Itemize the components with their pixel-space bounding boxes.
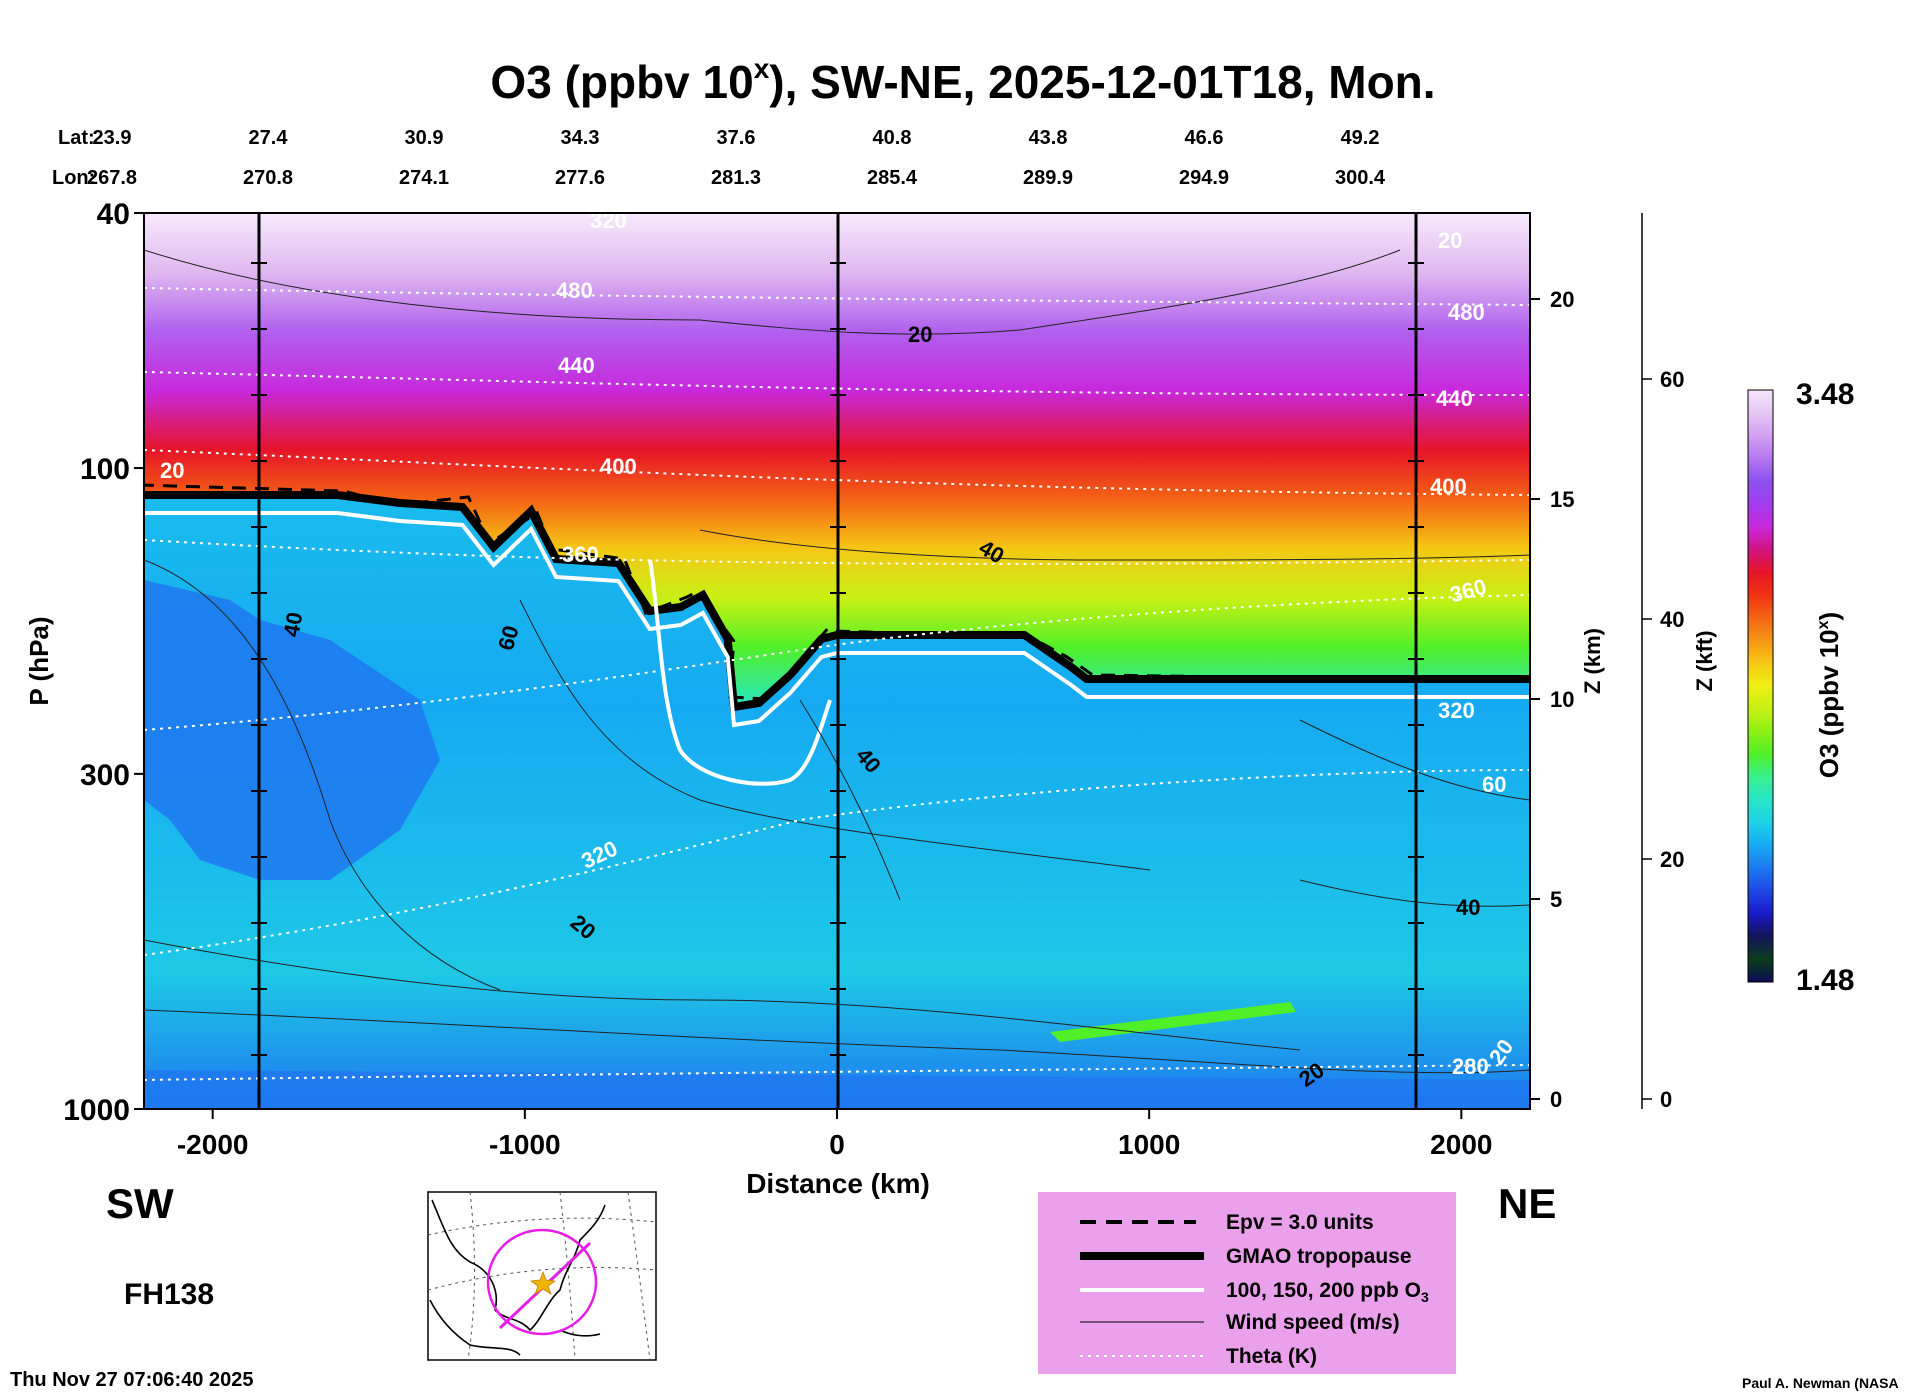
credit-label: Paul A. Newman (NASA: [1742, 1375, 1899, 1391]
z-km-tick-label: 10: [1550, 687, 1574, 712]
x-axis: -2000 -1000 0 1000 2000: [177, 1109, 1492, 1160]
chart-title: O3 (ppbv 10x), SW-NE, 2025-12-01T18, Mon…: [490, 53, 1435, 108]
colorbar-title: O3 (ppbv 10x): [1814, 612, 1844, 778]
colorbar: [1747, 389, 1774, 983]
forecast-hour-label: FH138: [124, 1278, 214, 1311]
contour-labels: 20 40 60 40 20 40 60 40 20 20 20 20 480 …: [160, 208, 1518, 1092]
lon-label: Lon:: [52, 167, 95, 189]
lon-value: 294.9: [1179, 167, 1229, 189]
lat-value: 43.8: [1029, 127, 1068, 149]
direction-ne-label: NE: [1498, 1180, 1556, 1227]
z-km-tick-label: 5: [1550, 887, 1562, 912]
theta-label-440: 440: [558, 353, 595, 378]
legend-label-theta: Theta (K): [1226, 1345, 1317, 1368]
wind-speed-contours: [144, 249, 1530, 1074]
lon-value: 281.3: [711, 167, 761, 189]
legend-label-epv: Epv = 3.0 units: [1226, 1211, 1374, 1234]
lat-value: 34.3: [561, 127, 600, 149]
lon-value: 289.9: [1023, 167, 1073, 189]
lon-value: 277.6: [555, 167, 605, 189]
wind-label-20c: 20: [908, 322, 932, 347]
theta-label-480b: 480: [1448, 300, 1485, 325]
z-km-tick-label: 15: [1550, 487, 1574, 512]
wind-label-40d: 40: [1456, 895, 1480, 920]
lat-value: 27.4: [249, 127, 289, 149]
z-kft-axis-label: Z (kft): [1692, 630, 1717, 691]
wind-label-20f: 20: [1438, 228, 1462, 253]
lat-value: 49.2: [1341, 127, 1380, 149]
z-kft-tick-label: 40: [1660, 607, 1684, 632]
theta-label-400: 400: [600, 454, 637, 479]
map-star-marker-icon: [529, 1270, 557, 1295]
theta-label-360: 360: [562, 542, 599, 567]
lon-value: 285.4: [867, 167, 918, 189]
x-tick-label: 1000: [1118, 1129, 1180, 1160]
z-km-tick-label: 0: [1550, 1087, 1562, 1112]
x-tick-label: 0: [829, 1129, 845, 1160]
lat-value: 30.9: [405, 127, 444, 149]
z-km-axis-label: Z (km): [1580, 628, 1605, 694]
z-kft-tick-label: 20: [1660, 847, 1684, 872]
y-axis-label: P (hPa): [24, 616, 54, 705]
y-tick-label: 1000: [63, 1094, 130, 1127]
lat-value: 46.6: [1185, 127, 1224, 149]
z-kft-tick-label: 60: [1660, 367, 1684, 392]
legend-label-ozone: 100, 150, 200 ppb O3: [1226, 1279, 1429, 1305]
x-tick-label: 2000: [1430, 1129, 1492, 1160]
legend-label-wind: Wind speed (m/s): [1226, 1311, 1400, 1334]
y-tick-label: 100: [80, 453, 130, 486]
low-green-filament: [1050, 1002, 1296, 1042]
title-superscript: x: [754, 53, 770, 84]
lat-value: 40.8: [873, 127, 912, 149]
lon-value: 267.8: [87, 167, 137, 189]
x-axis-label: Distance (km): [746, 1168, 930, 1199]
ozone-contour-line: [144, 511, 1530, 728]
legend-label-tropopause: GMAO tropopause: [1226, 1245, 1412, 1268]
map-inset: [427, 1191, 657, 1361]
theta-label-400b: 400: [1430, 474, 1467, 499]
lat-value: 23.9: [93, 127, 132, 149]
lat-lon-row: 23.9 267.8 27.4 270.8 30.9 274.1 34.3 277.6 37.6…: [87, 127, 1386, 189]
z-km-tick-label: 20: [1550, 287, 1574, 312]
colorbar-title-superscript: x: [1815, 620, 1832, 629]
z-km-axis: 20 15 10 5 0: [1530, 287, 1574, 1112]
z-kft-axis: 60 40 20 0: [1641, 213, 1684, 1112]
plot-area: [144, 213, 1530, 1109]
wind-label-20: 20: [160, 458, 184, 483]
lon-value: 270.8: [243, 167, 293, 189]
lat-value: 37.6: [717, 127, 756, 149]
x-tick-label: -1000: [489, 1129, 561, 1160]
colorbar-max-label: 3.48: [1796, 378, 1854, 411]
legend: Epv = 3.0 units GMAO tropopause 100, 150…: [1038, 1192, 1456, 1374]
ozone-contour-fold: [648, 559, 832, 786]
colorbar-min-label: 1.48: [1796, 964, 1854, 997]
y-axis: 40 100 300 1000: [63, 198, 144, 1127]
map-gridlines: [427, 1191, 657, 1361]
wind-label-60b: 60: [1482, 772, 1506, 797]
y-tick-label: 300: [80, 759, 130, 792]
theta-label-440b: 440: [1436, 386, 1473, 411]
map-region-circle: [486, 1228, 598, 1336]
wind-label-40: 40: [279, 610, 308, 638]
theta-label-480: 480: [556, 278, 593, 303]
theta-label-280: 280: [1452, 1054, 1489, 1079]
theta-label-320b: 320: [1438, 698, 1475, 723]
y-tick-label: 40: [97, 198, 130, 231]
theta-label-320c: 320: [590, 208, 627, 233]
theta-contours: [144, 287, 1530, 1081]
lon-value: 274.1: [399, 167, 449, 189]
epv-line: [144, 483, 1527, 701]
lon-value: 300.4: [1335, 167, 1386, 189]
timestamp-label: Thu Nov 27 07:06:40 2025: [10, 1369, 253, 1391]
z-kft-tick-label: 0: [1660, 1087, 1672, 1112]
direction-sw-label: SW: [106, 1180, 174, 1227]
marker-ticks: [251, 262, 1424, 1056]
low-ozone-region: [144, 580, 440, 880]
x-tick-label: -2000: [177, 1129, 249, 1160]
lat-label: Lat:: [58, 127, 95, 149]
